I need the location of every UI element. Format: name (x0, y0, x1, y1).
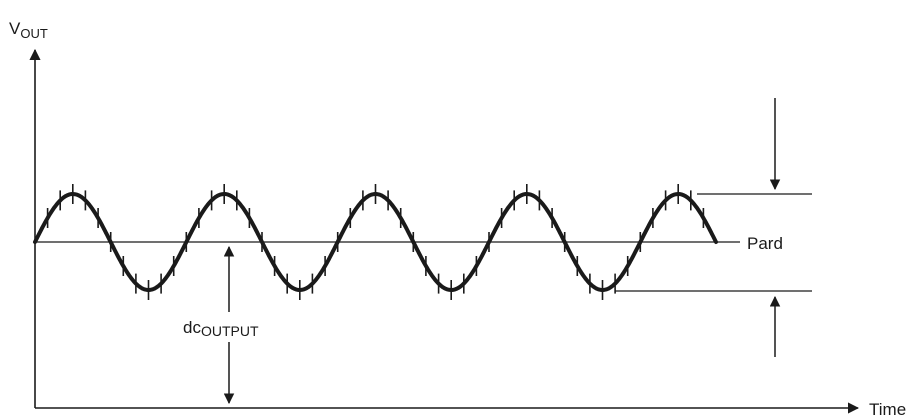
pard-label: Pard (747, 234, 783, 253)
y-axis-label-main: V (9, 19, 21, 38)
y-axis-label: VOUT (9, 19, 48, 41)
ripple-noise-ticks (46, 184, 705, 300)
dc-output-label: dcOUTPUT (183, 318, 259, 339)
x-axis-label: Time (869, 400, 906, 419)
dc-output-label-subscript: OUTPUT (201, 323, 259, 339)
y-axis-label-subscript: OUT (20, 26, 48, 41)
dc-output-label-main: dc (183, 318, 201, 337)
